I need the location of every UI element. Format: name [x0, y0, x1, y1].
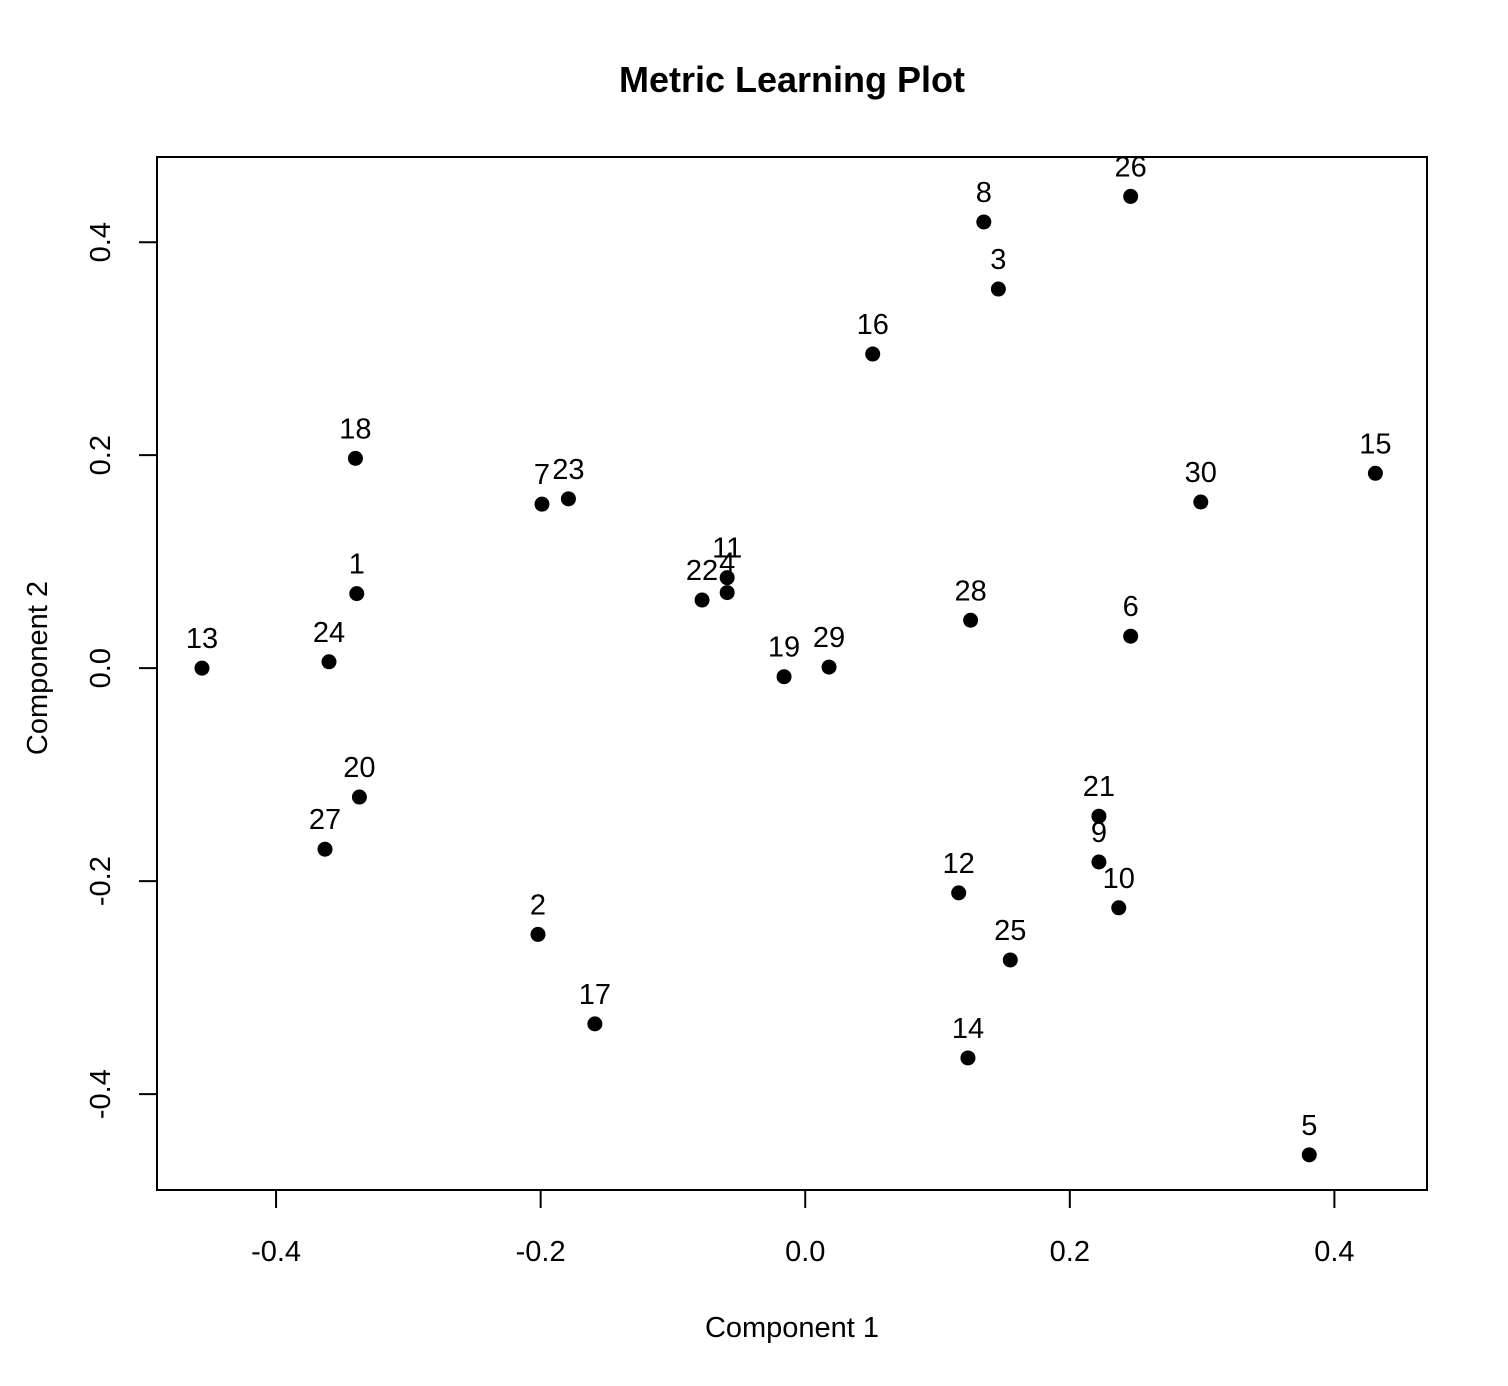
point-label: 14 — [952, 1013, 984, 1045]
data-point — [963, 612, 979, 628]
point-label: 17 — [579, 979, 611, 1011]
x-tick-label: -0.2 — [516, 1236, 566, 1268]
x-axis: -0.4 -0.2 0.0 0.2 0.4 — [251, 1189, 1355, 1268]
point-label: 13 — [186, 623, 218, 655]
data-point — [351, 789, 367, 805]
point-label: 12 — [943, 848, 975, 880]
x-tick-label: 0.0 — [785, 1236, 825, 1268]
chart-title: Metric Learning Plot — [619, 59, 965, 100]
data-point — [694, 592, 710, 608]
point-label: 19 — [768, 632, 800, 664]
data-point — [990, 281, 1006, 297]
y-tick-label: 0.2 — [85, 435, 117, 475]
data-point — [587, 1016, 603, 1032]
y-axis-label: Component 2 — [22, 581, 54, 755]
data-point — [1123, 188, 1139, 204]
data-point — [1091, 808, 1107, 824]
y-tick-label: -0.2 — [85, 856, 117, 906]
point-label: 11 — [712, 533, 742, 565]
data-point — [530, 926, 546, 942]
point-label: 23 — [552, 454, 584, 486]
point-label: 7 — [534, 459, 550, 491]
data-point — [776, 669, 792, 685]
point-label: 15 — [1359, 428, 1391, 460]
y-tick-label: 0.4 — [85, 222, 117, 262]
data-point — [194, 660, 210, 676]
x-tick-label: -0.4 — [251, 1236, 301, 1268]
data-point — [1002, 952, 1018, 968]
data-points: 1234567891011121314151617181920212223242… — [186, 151, 1392, 1163]
data-point — [321, 654, 337, 670]
point-label: 27 — [309, 804, 341, 836]
data-point — [865, 346, 881, 362]
data-point — [1123, 628, 1139, 644]
point-label: 26 — [1115, 151, 1147, 183]
point-label: 20 — [343, 752, 375, 784]
data-point — [317, 841, 333, 857]
point-label: 6 — [1123, 591, 1139, 623]
data-point — [347, 450, 363, 466]
y-tick-label: 0.0 — [85, 648, 117, 688]
data-point — [1091, 854, 1107, 870]
point-label: 3 — [990, 244, 1006, 276]
point-label: 30 — [1185, 457, 1217, 489]
y-tick-label: -0.4 — [85, 1069, 117, 1119]
point-label: 28 — [954, 575, 986, 607]
point-label: 21 — [1083, 771, 1115, 803]
data-point — [560, 491, 576, 507]
data-point — [976, 214, 992, 230]
point-label: 10 — [1103, 863, 1135, 895]
point-label: 9 — [1091, 817, 1107, 849]
data-point — [534, 496, 550, 512]
point-label: 18 — [339, 413, 371, 445]
point-label: 25 — [994, 915, 1026, 947]
point-label: 5 — [1301, 1110, 1317, 1142]
x-tick-label: 0.4 — [1314, 1236, 1354, 1268]
point-label: 16 — [857, 309, 889, 341]
point-label: 1 — [349, 549, 365, 581]
data-point — [1367, 465, 1383, 481]
plot-frame — [156, 156, 1428, 1191]
point-label: 8 — [976, 177, 992, 209]
data-point — [719, 585, 735, 601]
y-axis: -0.4 -0.2 0.0 0.2 0.4 — [85, 222, 158, 1119]
point-label: 22 — [686, 555, 718, 587]
data-point — [1193, 494, 1209, 510]
x-axis-label: Component 1 — [705, 1312, 879, 1344]
data-point — [1301, 1147, 1317, 1163]
x-tick-label: 0.2 — [1050, 1236, 1090, 1268]
data-point — [951, 885, 967, 901]
data-point — [821, 659, 837, 675]
data-point — [719, 570, 735, 586]
point-label: 29 — [813, 622, 845, 654]
point-label: 24 — [313, 617, 345, 649]
data-point — [960, 1050, 976, 1066]
data-point — [349, 586, 365, 602]
data-point — [1111, 900, 1127, 916]
point-label: 2 — [530, 889, 546, 921]
